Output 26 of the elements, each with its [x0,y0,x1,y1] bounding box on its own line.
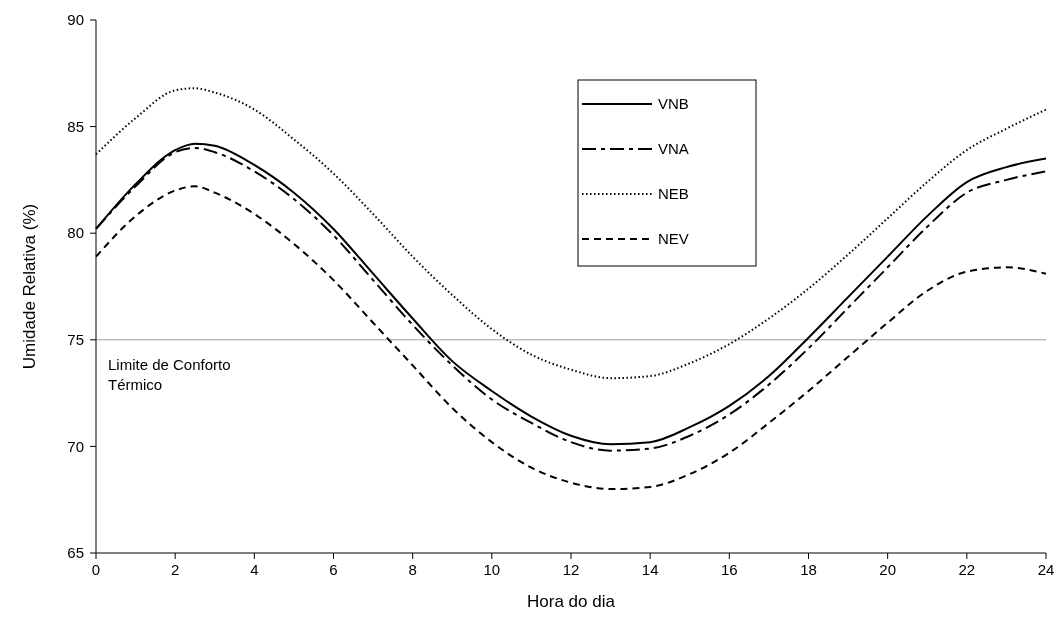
x-tick-label: 10 [483,561,501,578]
x-tick-label: 22 [958,561,976,578]
x-tick-label: 12 [562,561,580,578]
ref-line-label: Limite de Conforto Térmico [108,355,231,393]
x-axis-title: Hora do dia [527,592,616,611]
legend-label: NEV [658,230,689,248]
y-tick-label: 85 [67,117,84,135]
legend-label: NEB [658,185,689,203]
x-tick-label: 16 [720,561,738,578]
x-tick-label: 14 [641,561,659,578]
x-tick-label: 8 [408,561,417,578]
x-tick-label: 6 [329,561,338,578]
y-axis-title: Umidade Relativa (%) [20,203,39,370]
legend-label: VNB [658,95,689,113]
legend-label: VNA [658,140,689,158]
x-tick-label: 18 [800,561,817,578]
x-tick-label: 24 [1037,561,1055,578]
y-tick-label: 90 [67,11,84,29]
y-tick-label: 75 [67,331,84,349]
y-tick-label: 80 [67,224,84,242]
x-tick-label: 20 [879,561,897,578]
x-tick-label: 4 [250,561,259,578]
x-tick-label: 2 [170,561,180,578]
y-tick-label: 65 [67,544,84,562]
x-tick-label: 0 [91,561,101,578]
y-tick-label: 70 [67,437,84,455]
